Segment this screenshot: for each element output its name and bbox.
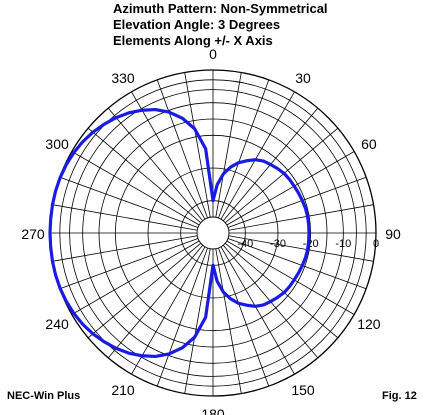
- grid-spoke-210: [131, 246, 206, 375]
- grid-spoke-350: [184, 72, 211, 218]
- grid-hub-ring: [196, 216, 230, 250]
- angle-tick-label-150: 150: [291, 382, 315, 398]
- software-label: NEC-Win Plus: [7, 390, 81, 402]
- grid-ring: [114, 134, 312, 332]
- grid-spoke-100: [228, 235, 374, 262]
- angle-tick-label-60: 60: [361, 136, 377, 152]
- grid-spoke-310: [87, 127, 202, 224]
- angle-tick-label-30: 30: [295, 70, 311, 86]
- grid-spoke-50: [224, 127, 339, 224]
- angle-tick-label-240: 240: [45, 316, 69, 332]
- angle-tick-label-300: 300: [45, 136, 69, 152]
- grid-spoke-280: [52, 204, 198, 231]
- grid-ring: [69, 89, 357, 377]
- angle-tick-label-0: 0: [209, 46, 217, 62]
- grid-spoke-30: [220, 91, 295, 220]
- radial-tick-label-4: 0: [373, 238, 379, 250]
- grid-spoke-320: [107, 107, 204, 222]
- grid-spoke-260: [52, 235, 198, 262]
- grid-spoke-110: [227, 238, 367, 290]
- angle-tick-label-330: 330: [111, 70, 135, 86]
- grid-spoke-80: [228, 204, 374, 231]
- grid-spoke-290: [59, 176, 199, 228]
- figure-number: Fig. 12: [382, 390, 417, 402]
- angle-tick-label-210: 210: [111, 382, 135, 398]
- radial-tick-label-1: -30: [270, 238, 286, 250]
- grid-ring: [98, 118, 328, 348]
- grid-spoke-240: [71, 240, 200, 315]
- grid-spoke-130: [224, 242, 339, 339]
- chart-title: Azimuth Pattern: Non-Symmetrical: [113, 1, 328, 16]
- grid-ring: [59, 79, 367, 387]
- angle-tick-labels: 0 30 60 90 120 150 180 210 240 270 300 330: [21, 46, 401, 415]
- radial-tick-label-0: -40: [237, 238, 253, 250]
- grid-spoke-340: [156, 79, 208, 219]
- azimuth-pattern-trace: [48, 107, 311, 359]
- grid-spoke-330: [131, 91, 206, 220]
- grid-spoke-70: [227, 176, 367, 228]
- radial-tick-label-2: -20: [303, 238, 319, 250]
- grid-ring: [147, 167, 279, 299]
- angle-tick-label-120: 120: [357, 316, 381, 332]
- grid-ring: [82, 102, 344, 364]
- grid-spoke-170: [215, 248, 242, 394]
- grid-spoke-10: [215, 72, 242, 218]
- grid-spoke-160: [218, 247, 270, 387]
- angle-tick-label-90: 90: [385, 226, 401, 242]
- angle-tick-label-180: 180: [201, 406, 225, 415]
- chart-subtitle-elevation: Elevation Angle: 3 Degrees: [113, 17, 281, 32]
- grid-spoke-20: [218, 79, 270, 219]
- radial-tick-label-3: -10: [335, 238, 351, 250]
- angle-tick-label-270: 270: [21, 226, 45, 242]
- grid-spoke-60: [226, 151, 355, 226]
- grid-spoke-200: [156, 247, 208, 387]
- grid-spoke-190: [184, 248, 211, 394]
- chart-subtitle-elements: Elements Along +/- X Axis: [113, 33, 273, 48]
- grid-spoke-150: [220, 246, 295, 375]
- grid-spoke-300: [71, 151, 200, 226]
- polar-grid: [49, 69, 377, 397]
- radial-tick-labels: -40 -30 -20 -10 0: [237, 238, 379, 250]
- grid-spoke-250: [59, 238, 199, 290]
- grid-spoke-220: [107, 244, 204, 359]
- grid-spoke-230: [87, 242, 202, 339]
- grid-spoke-120: [226, 240, 355, 315]
